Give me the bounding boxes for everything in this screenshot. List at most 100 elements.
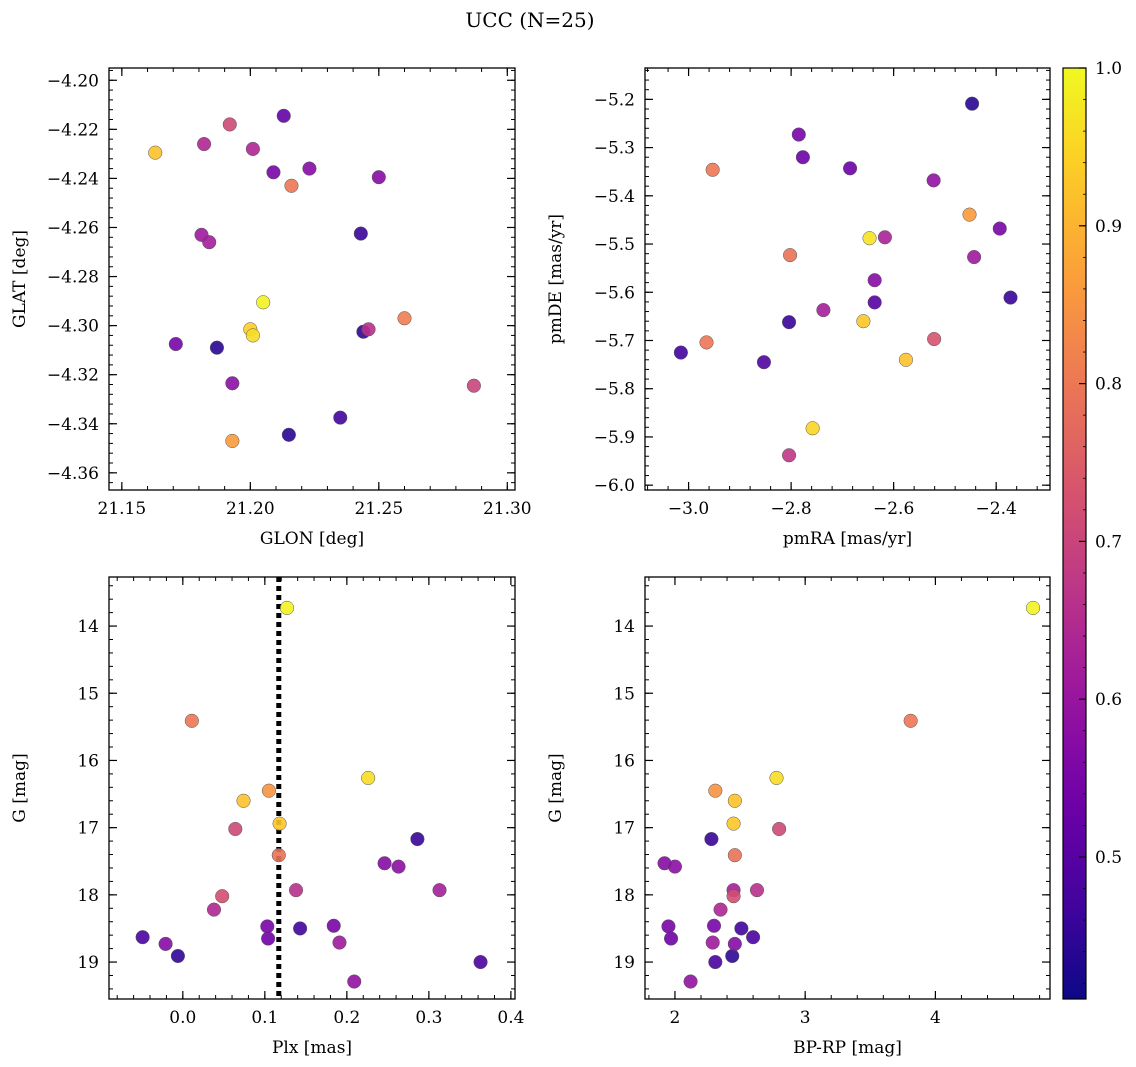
colorbar: 0.5 0.6 0.7 0.8 0.9 1.0 <box>1062 59 1122 1000</box>
scatter-point <box>708 954 723 970</box>
scatter-point <box>706 918 722 933</box>
scatter-point <box>708 783 723 798</box>
y-tick-label: −5.3 <box>594 139 635 159</box>
colorbar-tick-label: 0.5 <box>1095 848 1122 868</box>
scatter-point <box>843 161 858 176</box>
x-tick-label: 21.25 <box>354 499 403 519</box>
y-tick-label: 16 <box>613 751 635 771</box>
y-tick-label: 15 <box>77 684 99 704</box>
x-tick-label: −2.4 <box>976 499 1017 519</box>
x-tick-label: −2.6 <box>873 499 914 519</box>
scatter-point <box>236 793 251 808</box>
y-axis-label: G [mag] <box>10 753 30 822</box>
scatter-point <box>371 170 386 185</box>
x-tick-label: 3 <box>800 1008 811 1028</box>
y-axis-label: pmDE [mas/yr] <box>546 214 566 344</box>
scatter-point <box>281 427 296 442</box>
scatter-point <box>202 235 217 250</box>
plot-frame <box>108 576 516 1000</box>
y-tick-label: 19 <box>77 953 99 973</box>
scatter-point <box>279 600 295 615</box>
scatter-point <box>391 859 406 874</box>
scatter-point <box>992 221 1007 236</box>
scatter-point <box>667 859 683 874</box>
scatter-point <box>783 248 798 263</box>
scatter-point <box>256 295 271 310</box>
x-axis-label: Plx [mas] <box>272 1038 352 1058</box>
scatter-point <box>353 226 368 241</box>
scatter-point <box>261 931 276 946</box>
scatter-point <box>225 433 240 448</box>
scatter-point <box>867 295 882 310</box>
scatter-point <box>466 378 481 393</box>
scatter-point <box>725 948 740 964</box>
colorbar-gradient <box>1062 67 1087 1000</box>
scatter-point <box>749 883 765 898</box>
x-tick-label: 0.2 <box>333 1008 360 1028</box>
colorbar-tick-label: 0.7 <box>1095 532 1122 552</box>
scatter-point <box>867 273 882 288</box>
scatter-point <box>805 421 820 436</box>
scatter-point <box>228 821 243 837</box>
scatter-point <box>245 141 260 157</box>
scatter-point <box>1026 600 1041 615</box>
scatter-point <box>769 770 784 785</box>
scatter-panel: 0.0 0.1 0.2 0.3 0.4 14 15 16 17 18 19 Plx [mas] G [m… <box>10 576 524 1058</box>
y-tick-label: −5.9 <box>594 428 635 448</box>
x-tick-label: 0.4 <box>497 1008 524 1028</box>
scatter-point <box>284 178 299 193</box>
scatter-point <box>663 931 679 946</box>
y-tick-label: −4.20 <box>47 71 99 91</box>
scatter-point <box>926 173 941 188</box>
x-tick-label: −3.0 <box>668 499 709 519</box>
scatter-point <box>225 376 240 391</box>
scatter-point <box>271 848 286 863</box>
scatter-point <box>726 816 741 831</box>
y-tick-label: −5.8 <box>594 380 635 400</box>
y-tick-label: −4.30 <box>47 317 99 337</box>
scatter-point <box>673 345 688 360</box>
y-tick-label: −4.24 <box>47 169 99 189</box>
scatter-point <box>473 954 488 970</box>
y-tick-label: −5.7 <box>594 331 635 351</box>
x-axis-label: GLON [deg] <box>260 529 364 549</box>
x-tick-label: 21.20 <box>226 499 275 519</box>
plot-frame <box>644 67 1051 491</box>
scatter-point <box>898 352 913 367</box>
y-axis-label: GLAT [deg] <box>10 230 30 328</box>
scatter-point <box>432 883 447 898</box>
x-axis-label: pmRA [mas/yr] <box>783 529 912 549</box>
scatter-point <box>862 231 877 246</box>
scatter-point <box>726 889 741 904</box>
y-tick-label: −5.4 <box>594 187 635 207</box>
y-tick-label: 14 <box>613 617 635 637</box>
scatter-point <box>746 930 761 945</box>
scatter-point <box>699 335 714 350</box>
scatter-point <box>756 355 771 370</box>
scatter-point <box>326 918 341 933</box>
scatter-point <box>148 145 163 160</box>
plot-frame <box>108 67 516 491</box>
scatter-point <box>158 936 173 951</box>
y-tick-label: −4.32 <box>47 366 99 386</box>
x-tick-label: 0.3 <box>415 1008 442 1028</box>
y-tick-label: −4.28 <box>47 268 99 288</box>
y-tick-label: 17 <box>77 819 99 839</box>
scatter-point <box>713 902 728 917</box>
scatter-point <box>962 207 977 222</box>
scatter-point <box>795 150 810 165</box>
scatter-point <box>197 137 212 152</box>
y-tick-label: 19 <box>613 953 635 973</box>
scatter-point <box>302 161 317 176</box>
y-tick-label: 15 <box>613 684 635 704</box>
scatter-point <box>215 889 230 904</box>
x-tick-label: 0.0 <box>169 1008 196 1028</box>
x-tick-label: 21.30 <box>483 499 532 519</box>
scatter-point <box>791 127 806 142</box>
scatter-point <box>816 303 831 318</box>
y-tick-label: −4.22 <box>47 120 99 140</box>
y-tick-label: −5.6 <box>594 283 635 303</box>
scatter-point <box>1003 290 1018 305</box>
scatter-point <box>377 856 392 871</box>
x-tick-label: 2 <box>670 1008 681 1028</box>
